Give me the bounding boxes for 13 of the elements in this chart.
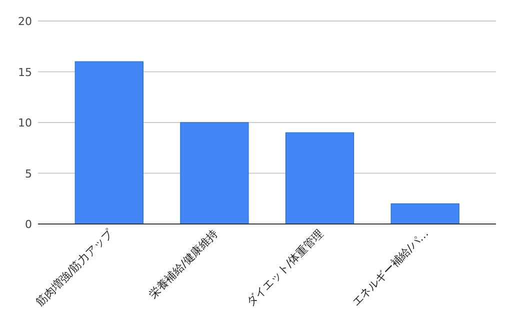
x-tick-label: ダイエット/体重管理 xyxy=(244,226,326,309)
bar xyxy=(285,132,354,224)
x-tick-label: エネルギー補給/パ… xyxy=(349,226,432,309)
x-tick-label: 栄養補給/健康維持 xyxy=(146,226,221,301)
y-tick-label: 20 xyxy=(18,15,32,28)
y-tick-label: 0 xyxy=(25,218,32,231)
bar xyxy=(390,203,460,224)
y-tick-label: 10 xyxy=(18,116,32,130)
bar xyxy=(180,122,249,224)
y-tick-label: 5 xyxy=(25,167,32,180)
y-tick-label: 15 xyxy=(18,66,32,79)
bar xyxy=(74,61,144,224)
x-tick-label: 筋肉増強/筋力アップ xyxy=(33,226,116,309)
